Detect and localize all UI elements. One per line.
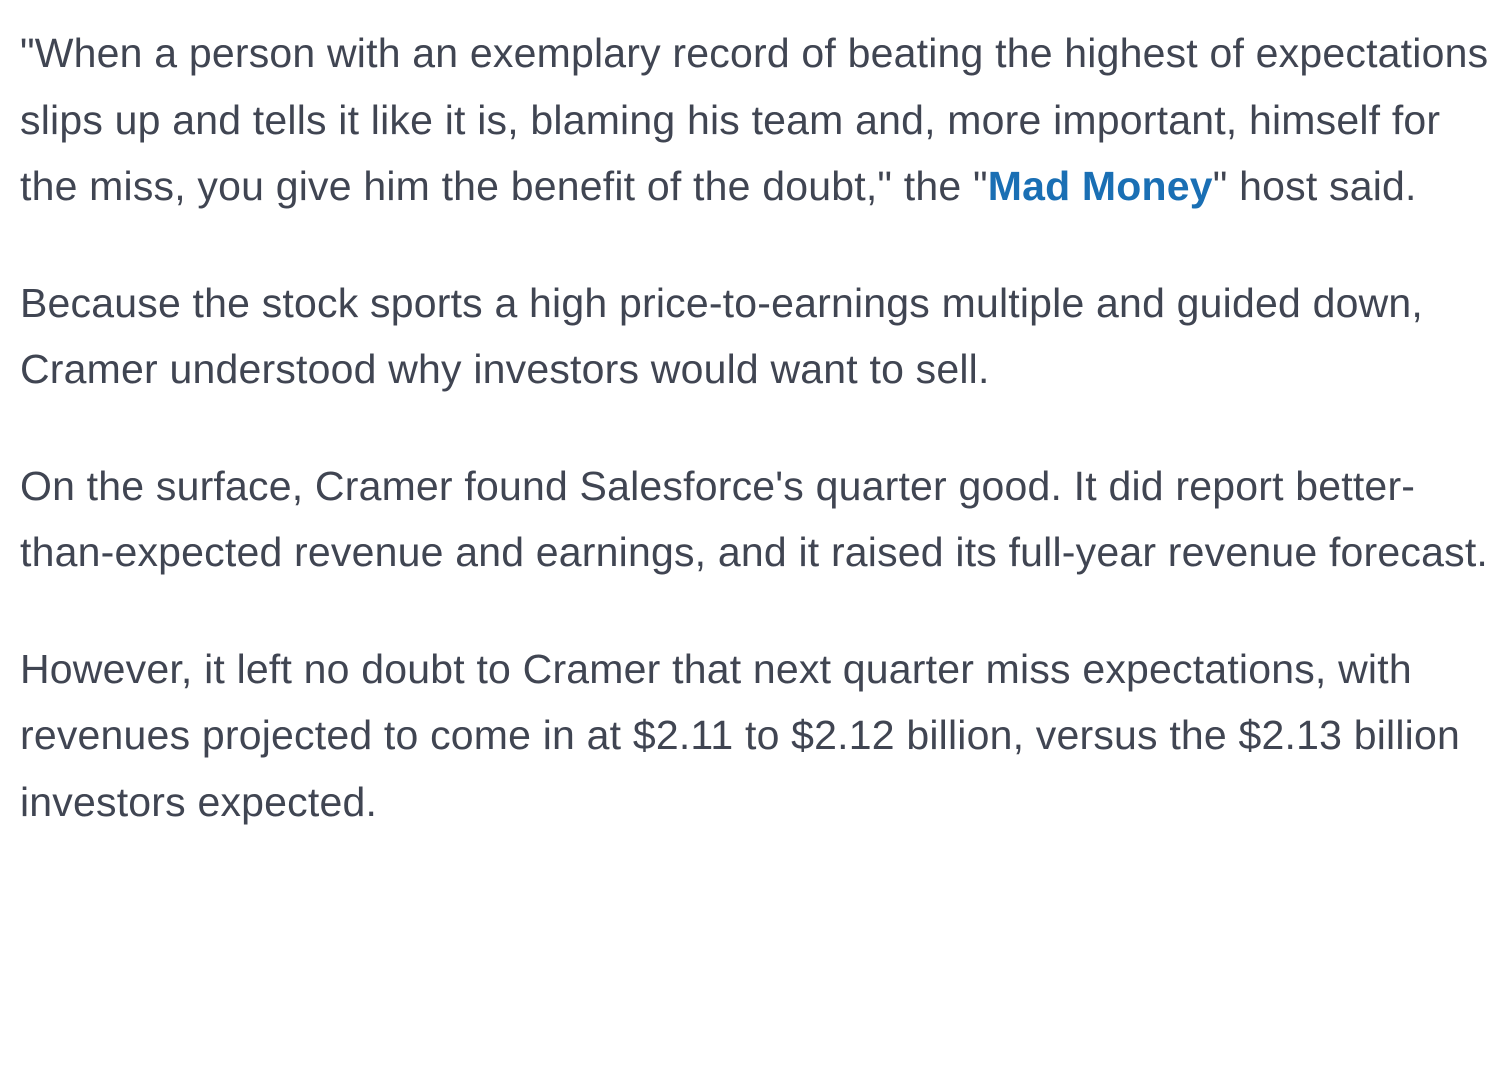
paragraph-quote: "When a person with an exemplary record … bbox=[20, 20, 1500, 220]
article-body: "When a person with an exemplary record … bbox=[20, 20, 1500, 885]
paragraph-revenue-guidance: However, it left no doubt to Cramer that… bbox=[20, 645, 1460, 825]
paragraph-quote-tail: " host said. bbox=[1212, 163, 1417, 209]
mad-money-link[interactable]: Mad Money bbox=[987, 163, 1213, 209]
paragraph-stock-multiple: Because the stock sports a high price-to… bbox=[20, 279, 1423, 393]
paragraph-quote-text: "When a person with an exemplary record … bbox=[20, 30, 1489, 209]
paragraph-quarter-results: On the surface, Cramer found Salesforce'… bbox=[20, 462, 1488, 576]
